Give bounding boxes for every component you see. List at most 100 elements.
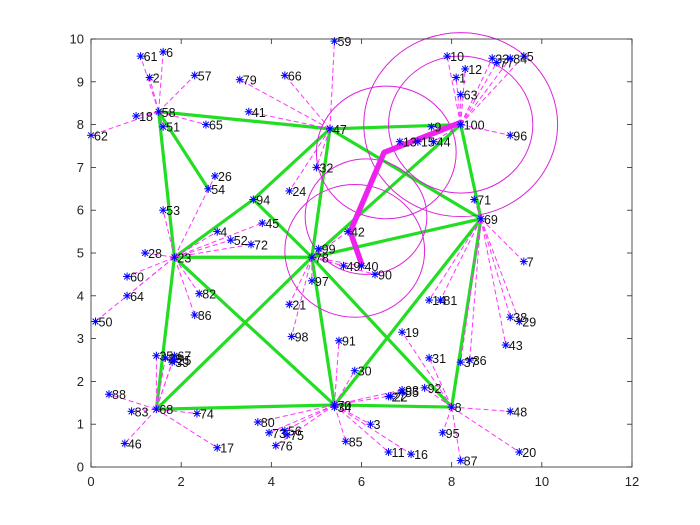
node-marker-84 [506,54,515,63]
backbone-edge-23-70 [172,255,337,407]
backbone-edge-100-69 [459,122,483,221]
node-92: 92 [420,382,442,396]
link-68-88 [108,393,157,410]
node-51: 51 [159,121,180,135]
x-tick-label-12: 12 [625,474,639,489]
node-label-25: 25 [177,354,191,368]
node-55: 55 [398,386,419,400]
node-marker-96 [506,131,515,140]
node-marker-98 [287,332,296,341]
x-tick-label-6: 6 [358,474,365,489]
node-4: 4 [213,226,227,240]
node-60: 60 [123,271,144,285]
node-label-31: 31 [432,352,446,366]
link-100-77 [460,62,498,125]
node-marker-24 [285,186,294,195]
link-78-40 [311,256,362,267]
y-tick-label-2: 2 [77,374,84,389]
node-label-58: 58 [162,106,176,120]
node-label-78: 78 [315,251,329,265]
node-marker-37 [456,358,465,367]
y-tick-label-5: 5 [77,246,84,261]
link-78-21 [288,257,313,305]
node-marker-32 [312,163,321,172]
x-tick-label-10: 10 [535,474,549,489]
node-83: 83 [127,405,149,419]
node-label-68: 68 [159,403,173,417]
node-marker-55 [398,388,407,397]
node-label-66: 66 [288,69,302,83]
backbone-edge-78-68 [154,255,314,411]
node-marker-52 [226,236,235,245]
node-label-65: 65 [209,119,223,133]
link-69-37 [460,218,482,363]
node-label-18: 18 [139,110,153,124]
link-68-17 [156,408,218,449]
node-marker-28 [141,249,150,257]
x-tick-label-0: 0 [87,474,94,489]
node-label-88: 88 [112,388,126,402]
node-82: 82 [195,288,216,302]
node-label-96: 96 [513,129,527,143]
node-43: 43 [501,339,523,353]
node-3: 3 [366,418,381,432]
node-5: 5 [519,50,534,64]
node-37: 37 [456,356,478,370]
link-8-20 [451,406,520,453]
node-31: 31 [425,352,446,366]
node-marker-50 [91,317,100,326]
node-marker-13 [395,137,404,146]
node-label-36: 36 [473,354,487,368]
node-label-3: 3 [374,418,381,432]
range-circle-5 [363,32,559,218]
node-marker-31 [425,353,434,362]
node-label-86: 86 [198,309,212,323]
node-64: 64 [123,290,144,304]
node-label-72: 72 [254,238,268,252]
node-98: 98 [287,330,309,344]
node-marker-79 [235,75,244,84]
link-47-32 [315,128,331,168]
node-marker-22 [386,392,395,401]
node-label-38: 38 [513,311,527,325]
range-circle-3 [315,85,457,220]
link-70-30 [334,370,356,406]
link-100-44 [433,124,461,143]
node-69: 69 [476,213,498,227]
backbone-edge-78-69 [310,217,483,259]
node-marker-91 [334,336,343,345]
y-tick-label-7: 7 [77,160,84,175]
node-label-13: 13 [403,136,417,150]
link-78-98 [291,257,313,337]
node-marker-58 [154,107,163,116]
node-marker-38 [506,313,515,322]
node-47: 47 [325,123,347,137]
node-marker-64 [123,291,132,300]
node-label-1: 1 [459,72,466,86]
link-69-7 [480,218,525,262]
node-label-12: 12 [468,63,482,77]
node-marker-78 [307,253,316,262]
node-49: 49 [339,260,360,274]
node-86: 86 [190,309,212,323]
node-41: 41 [244,106,266,120]
link-69-29 [480,218,520,322]
node-68: 68 [152,403,173,417]
node-label-40: 40 [365,260,379,274]
node-marker-54 [204,184,213,193]
node-marker-29 [515,317,524,326]
link-68-39 [155,361,173,410]
node-marker-70 [330,400,339,409]
node-label-34: 34 [337,401,351,415]
node-label-37: 37 [464,356,478,370]
node-label-45: 45 [265,217,279,231]
node-label-63: 63 [464,89,478,103]
x-tick-label-2: 2 [178,474,185,489]
node-marker-71 [470,195,479,204]
y-tick-label-10: 10 [70,32,84,47]
link-100-84 [460,57,511,125]
node-marker-68 [152,405,161,414]
node-marker-43 [501,341,510,350]
node-marker-48 [506,407,515,416]
